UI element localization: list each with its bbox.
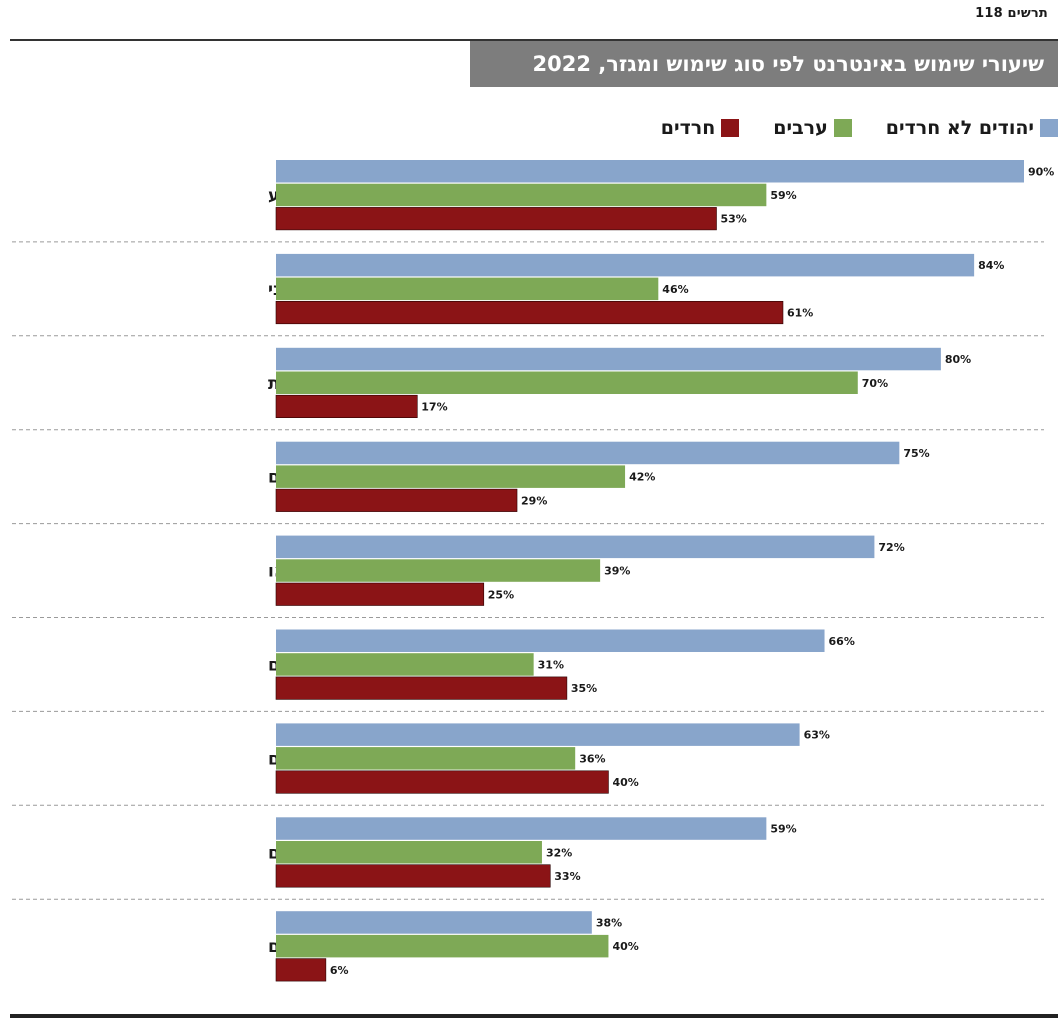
value-label-arabs: 39% (604, 565, 630, 578)
legend-swatch-haredim (721, 119, 740, 137)
value-label-non-haredi-jews: 90% (1028, 165, 1054, 178)
value-label-haredim: 25% (488, 588, 514, 601)
legend-item-non-haredi-jews: יהודים לא חרדים (886, 117, 1058, 139)
value-label-non-haredi-jews: 59% (770, 823, 796, 836)
value-label-haredim: 53% (720, 213, 746, 226)
bar-non-haredi-jews (276, 347, 941, 371)
bar-haredim (275, 207, 717, 231)
value-label-haredim: 17% (421, 400, 447, 413)
value-label-non-haredi-jews: 38% (596, 916, 622, 929)
legend: יהודים לא חרדים ערבים חרדים (661, 114, 1058, 142)
bar-arabs (276, 841, 542, 864)
bar-haredim (275, 488, 518, 512)
bar-haredim (275, 770, 609, 794)
legend-item-arabs: ערבים (773, 117, 852, 139)
legend-swatch-arabs (833, 119, 852, 137)
bar-arabs (276, 934, 609, 958)
bar-arabs (276, 371, 858, 394)
bar-arabs (276, 653, 534, 676)
bar-haredim (275, 300, 784, 325)
value-label-non-haredi-jews: 84% (978, 259, 1004, 272)
legend-label-arabs: ערבים (773, 117, 828, 139)
bar-non-haredi-jews (276, 160, 1024, 183)
bar-non-haredi-jews (276, 817, 767, 840)
chart-title: שיעורי שימוש באינטרנט לפי סוג שימוש ומגז… (470, 41, 1058, 87)
bar-haredim (275, 676, 568, 700)
value-label-arabs: 70% (862, 377, 888, 390)
value-label-haredim: 61% (787, 307, 813, 320)
legend-item-haredim: חרדים (661, 117, 740, 139)
value-label-haredim: 29% (521, 494, 547, 507)
value-label-non-haredi-jews: 72% (878, 541, 904, 554)
value-label-non-haredi-jews: 80% (945, 353, 971, 366)
bar-non-haredi-jews (276, 629, 825, 652)
bar-non-haredi-jews (276, 535, 875, 559)
value-label-arabs: 36% (579, 752, 605, 765)
bar-arabs (276, 559, 601, 582)
value-label-haredim: 35% (571, 682, 597, 695)
value-label-arabs: 46% (662, 283, 688, 296)
bar-arabs (276, 465, 626, 488)
bar-non-haredi-jews (276, 441, 900, 465)
bar-arabs (276, 183, 767, 207)
bar-non-haredi-jews (276, 911, 592, 934)
legend-label-haredim: חרדים (660, 117, 716, 139)
value-label-haredim: 6% (330, 964, 349, 977)
figure-number: תרשים 118 (975, 6, 1048, 21)
value-label-haredim: 33% (554, 870, 580, 883)
value-label-haredim: 40% (612, 776, 638, 789)
legend-swatch-non-haredi-jews (1040, 119, 1058, 137)
bar-haredim (275, 394, 418, 419)
bar-non-haredi-jews (276, 253, 975, 277)
value-label-non-haredi-jews: 66% (829, 635, 855, 648)
value-label-arabs: 31% (538, 658, 564, 671)
value-label-arabs: 42% (629, 471, 655, 484)
bar-haredim (275, 582, 485, 606)
value-label-arabs: 32% (546, 846, 572, 859)
bar-haredim (275, 864, 551, 888)
bar-non-haredi-jews (276, 723, 800, 746)
bar-arabs (276, 747, 576, 770)
legend-label-non-haredi-jews: יהודים לא חרדים (885, 117, 1034, 139)
bottom-rule (10, 1014, 1058, 1018)
top-rule (10, 39, 1058, 41)
bar-haredim (275, 958, 327, 982)
value-label-non-haredi-jews: 63% (804, 729, 830, 742)
value-label-arabs: 59% (770, 189, 796, 202)
value-label-arabs: 40% (612, 940, 638, 953)
value-label-non-haredi-jews: 75% (903, 447, 929, 460)
bar-arabs (276, 277, 659, 301)
